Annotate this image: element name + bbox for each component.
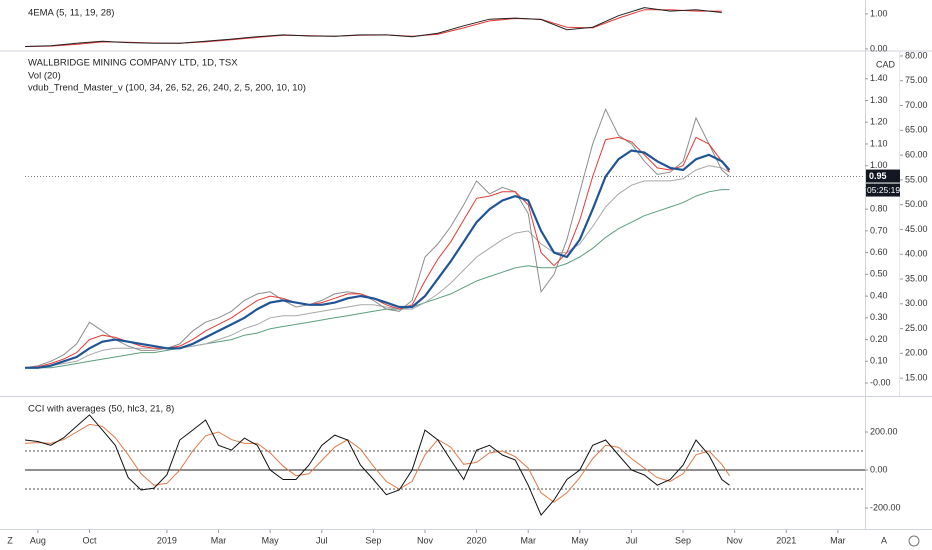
x-tick-label: Mar (211, 535, 227, 545)
y2-tick-label: 80.00 (905, 50, 928, 60)
x-tick-label: 2019 (157, 535, 177, 545)
x-tick-label: Sep (365, 535, 381, 545)
y2-tick-label: 15.00 (905, 373, 928, 383)
y-tick-label: 1.00 (870, 160, 888, 170)
y2-tick-label: 45.00 (905, 224, 928, 234)
y-tick-label: -200.00 (870, 502, 901, 512)
pane-title: WALLBRIDGE MINING COMPANY LTD, 1D, TSX (28, 58, 238, 69)
settings-button[interactable] (908, 535, 920, 547)
y2-tick-label: 20.00 (905, 348, 928, 358)
y-tick-label: 0.40 (870, 290, 888, 300)
y-tick-label: 0.20 (870, 334, 888, 344)
x-tick-label: May (262, 535, 280, 545)
x-tick-label: Mar (520, 535, 536, 545)
x-tick-label: 2020 (467, 535, 487, 545)
x-tick-label: Nov (417, 535, 434, 545)
x-tick-label: Jul (316, 535, 328, 545)
x-tick-label: Oct (83, 535, 98, 545)
indicator-label: Vol (20) (28, 71, 61, 82)
y-tick-label: 0.00 (870, 43, 888, 53)
series-line (24, 414, 730, 517)
y-tick-label: 1.00 (870, 8, 888, 18)
y2-tick-label: 30.00 (905, 298, 928, 308)
y-tick-label: 200.00 (870, 426, 898, 436)
pane-title: 4EMA (5, 11, 19, 28) (28, 8, 114, 19)
y-tick-label: -0.00 (870, 377, 891, 387)
y2-tick-label: 65.00 (905, 125, 928, 135)
y-tick-label: 1.30 (870, 95, 888, 105)
series-line (25, 189, 730, 369)
y2-tick-label: 60.00 (905, 149, 928, 159)
y-tick-label: 0.80 (870, 204, 888, 214)
y2-tick-label: 40.00 (905, 249, 928, 259)
y-tick-label: 0.70 (870, 225, 888, 235)
countdown-label: 05:25:19 (867, 185, 900, 195)
series-line (25, 149, 731, 369)
last-price-badge (866, 169, 900, 183)
y-tick-label: 0.00 (870, 464, 888, 474)
series-line (25, 165, 730, 369)
y-tick-label: 1.40 (870, 73, 888, 83)
y-tick-label: 1.10 (870, 138, 888, 148)
series-line (24, 423, 730, 503)
auto-scale-button[interactable]: A (881, 535, 887, 545)
y2-tick-label: 55.00 (905, 174, 928, 184)
y2-tick-label: 75.00 (905, 75, 928, 85)
y-tick-label: 0.10 (870, 356, 888, 366)
x-tick-label: Nov (727, 535, 744, 545)
series-line (24, 107, 730, 369)
y-tick-label: 1.20 (870, 117, 888, 127)
y2-tick-label: 50.00 (905, 199, 928, 209)
series-line (24, 7, 722, 47)
x-tick-label: Aug (30, 535, 46, 545)
currency-label: CAD (876, 59, 896, 69)
x-tick-label: Jul (626, 535, 638, 545)
y2-tick-label: 25.00 (905, 323, 928, 333)
y-tick-label: 0.60 (870, 247, 888, 257)
x-tick-label: 2021 (776, 535, 796, 545)
y2-tick-label: 35.00 (905, 273, 928, 283)
indicator-label: vdub_Trend_Master_v (100, 34, 26, 52, 26… (28, 83, 306, 94)
x-tick-label: May (571, 535, 589, 545)
y-tick-label: 0.30 (870, 312, 888, 322)
y-tick-label: 0.50 (870, 269, 888, 279)
pane-title: CCI with averages (50, hlc3, 21, 8) (28, 404, 174, 415)
countdown-badge (866, 183, 900, 197)
x-tick-label: Mar (830, 535, 846, 545)
timezone-button[interactable]: Z (7, 535, 13, 545)
x-tick-label: Sep (675, 535, 691, 545)
last-price-label: 0.95 (869, 171, 887, 181)
y2-tick-label: 70.00 (905, 100, 928, 110)
